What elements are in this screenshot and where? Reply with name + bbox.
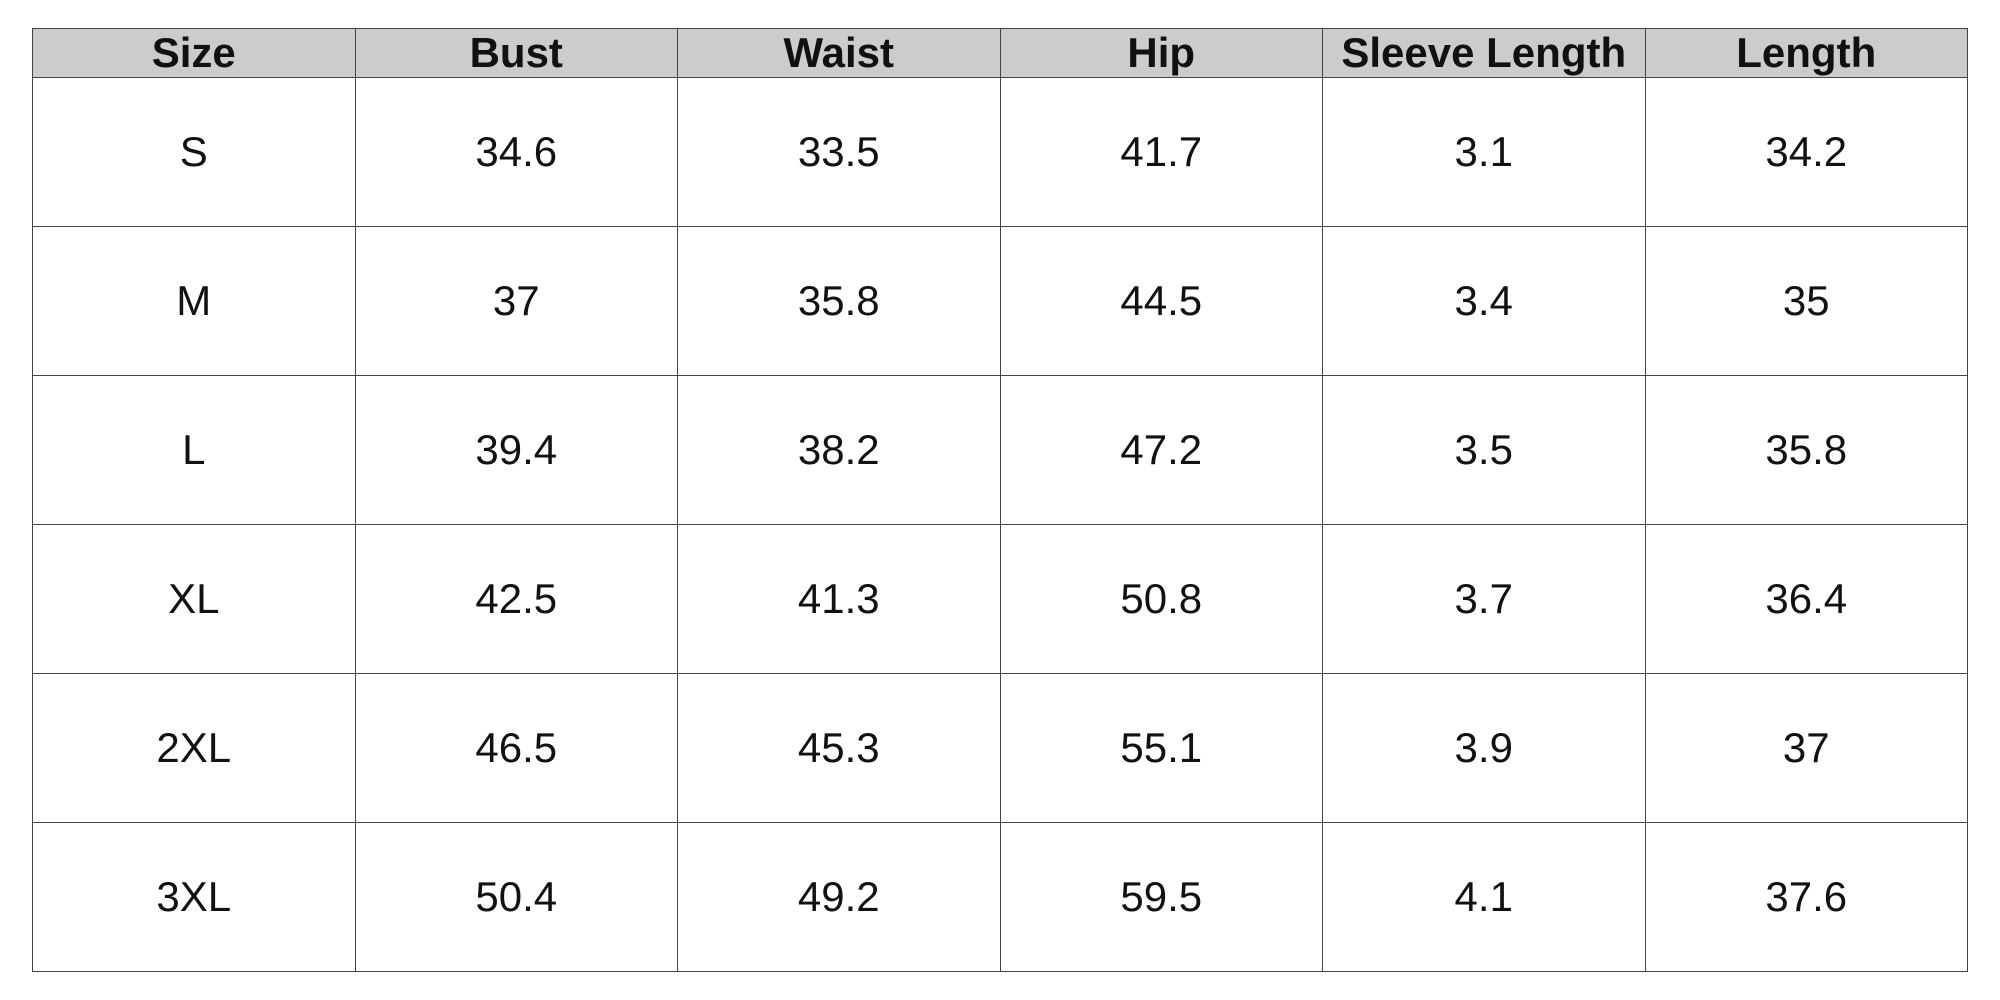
header-cell: Length — [1644, 28, 1968, 78]
table-row: 2XL 46.5 45.3 55.1 3.9 37 — [32, 673, 1968, 823]
table-cell: 49.2 — [677, 822, 1001, 972]
table-cell: 3.1 — [1322, 77, 1646, 227]
table-cell: L — [32, 375, 356, 525]
table-cell: 45.3 — [677, 673, 1001, 823]
table-cell: 37 — [1644, 673, 1968, 823]
table-cell: 34.6 — [354, 77, 678, 227]
table-cell: 42.5 — [354, 524, 678, 674]
table-cell: 41.7 — [999, 77, 1323, 227]
table-cell: 41.3 — [677, 524, 1001, 674]
header-cell: Waist — [677, 28, 1001, 78]
table-cell: 50.4 — [354, 822, 678, 972]
table-cell: 4.1 — [1322, 822, 1646, 972]
header-cell: Bust — [354, 28, 678, 78]
table-cell: 55.1 — [999, 673, 1323, 823]
table-cell: 36.4 — [1644, 524, 1968, 674]
table-cell: 59.5 — [999, 822, 1323, 972]
table-row: S 34.6 33.5 41.7 3.1 34.2 — [32, 77, 1968, 227]
table-cell: 3XL — [32, 822, 356, 972]
table-cell: 38.2 — [677, 375, 1001, 525]
size-table: Size Bust Waist Hip Sleeve Length Length S 34.… — [32, 28, 1968, 972]
table-row: 3XL 50.4 49.2 59.5 4.1 37.6 — [32, 822, 1968, 972]
table-cell: XL — [32, 524, 356, 674]
table-cell: 39.4 — [354, 375, 678, 525]
table-cell: 47.2 — [999, 375, 1323, 525]
table-cell: M — [32, 226, 356, 376]
table-body: S 34.6 33.5 41.7 3.1 34.2 M 37 35.8 44.5 3.4 35 L 39.… — [32, 77, 1968, 972]
table-cell: 34.2 — [1644, 77, 1968, 227]
header-row: Size Bust Waist Hip Sleeve Length Length — [32, 28, 1968, 78]
table-cell: 46.5 — [354, 673, 678, 823]
table-cell: 44.5 — [999, 226, 1323, 376]
table-cell: 3.7 — [1322, 524, 1646, 674]
table-cell: 35 — [1644, 226, 1968, 376]
table-cell: 50.8 — [999, 524, 1323, 674]
header-cell: Sleeve Length — [1322, 28, 1646, 78]
table-cell: 35.8 — [1644, 375, 1968, 525]
table-cell: 3.9 — [1322, 673, 1646, 823]
table-cell: 35.8 — [677, 226, 1001, 376]
table-cell: 37.6 — [1644, 822, 1968, 972]
table-head: Size Bust Waist Hip Sleeve Length Length — [32, 28, 1968, 78]
table-row: XL 42.5 41.3 50.8 3.7 36.4 — [32, 524, 1968, 674]
header-cell: Size — [32, 28, 356, 78]
table-cell: S — [32, 77, 356, 227]
table-row: L 39.4 38.2 47.2 3.5 35.8 — [32, 375, 1968, 525]
table-cell: 2XL — [32, 673, 356, 823]
table-cell: 3.4 — [1322, 226, 1646, 376]
table-cell: 33.5 — [677, 77, 1001, 227]
table-row: M 37 35.8 44.5 3.4 35 — [32, 226, 1968, 376]
table-cell: 37 — [354, 226, 678, 376]
table-cell: 3.5 — [1322, 375, 1646, 525]
header-cell: Hip — [999, 28, 1323, 78]
